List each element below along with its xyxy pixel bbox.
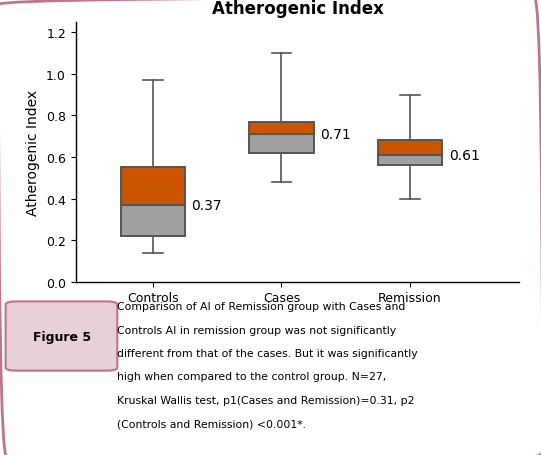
Y-axis label: Atherogenic Index: Atherogenic Index [27,90,41,215]
Bar [378,156,442,166]
Text: Kruskal Wallis test, p1(Cases and Remission)=0.31, p2: Kruskal Wallis test, p1(Cases and Remiss… [117,395,415,405]
Text: Comparison of AI of Remission group with Cases and: Comparison of AI of Remission group with… [117,302,406,312]
Bar [121,205,185,237]
Bar [121,168,185,205]
Title: Atherogenic Index: Atherogenic Index [212,0,384,18]
Bar [249,122,314,135]
FancyBboxPatch shape [5,302,117,371]
Text: 0.71: 0.71 [320,128,351,142]
Text: 0.37: 0.37 [192,198,222,212]
Text: Controls AI in remission group was not significantly: Controls AI in remission group was not s… [117,325,397,335]
Text: 0.61: 0.61 [448,148,479,162]
Text: different from that of the cases. But it was significantly: different from that of the cases. But it… [117,349,418,358]
Text: Figure 5: Figure 5 [32,330,91,343]
Bar [249,135,314,153]
Bar [378,141,442,156]
Text: (Controls and Remission) <0.001*.: (Controls and Remission) <0.001*. [117,418,306,428]
Text: high when compared to the control group. N=27,: high when compared to the control group.… [117,372,386,382]
